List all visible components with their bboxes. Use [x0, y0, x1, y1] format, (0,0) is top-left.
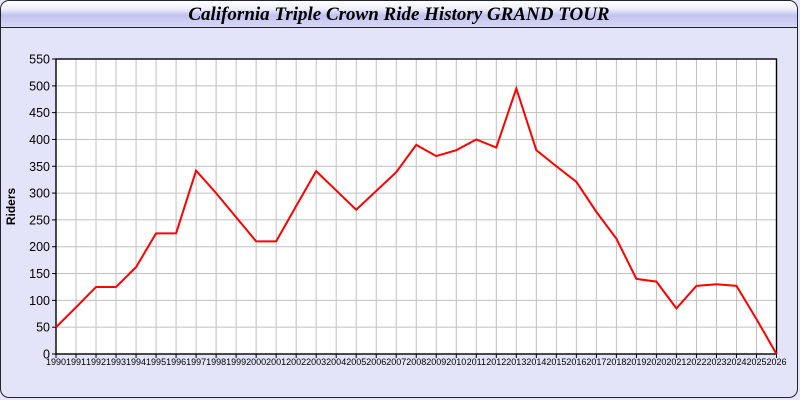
svg-text:1992: 1992 [86, 357, 106, 367]
svg-text:2006: 2006 [366, 357, 386, 367]
svg-text:200: 200 [29, 240, 50, 254]
svg-text:1994: 1994 [126, 357, 146, 367]
svg-text:2014: 2014 [526, 357, 546, 367]
svg-text:1996: 1996 [166, 357, 186, 367]
svg-text:450: 450 [29, 106, 50, 120]
svg-text:2012: 2012 [486, 357, 506, 367]
svg-text:250: 250 [29, 213, 50, 227]
svg-text:2015: 2015 [546, 357, 566, 367]
svg-text:350: 350 [29, 160, 50, 174]
svg-text:2002: 2002 [286, 357, 306, 367]
svg-text:2016: 2016 [566, 357, 586, 367]
svg-text:1993: 1993 [106, 357, 126, 367]
svg-text:1998: 1998 [206, 357, 226, 367]
svg-text:2010: 2010 [446, 357, 466, 367]
svg-text:2024: 2024 [726, 357, 746, 367]
svg-text:2019: 2019 [626, 357, 646, 367]
svg-text:2001: 2001 [266, 357, 286, 367]
svg-text:2021: 2021 [666, 357, 686, 367]
svg-text:2022: 2022 [686, 357, 706, 367]
svg-text:1995: 1995 [146, 357, 166, 367]
svg-text:2017: 2017 [586, 357, 606, 367]
svg-text:150: 150 [29, 267, 50, 281]
svg-text:2026: 2026 [766, 357, 786, 367]
svg-text:100: 100 [29, 294, 50, 308]
svg-text:2007: 2007 [386, 357, 406, 367]
svg-text:400: 400 [29, 133, 50, 147]
svg-text:1999: 1999 [226, 357, 246, 367]
svg-text:2009: 2009 [426, 357, 446, 367]
svg-text:2018: 2018 [606, 357, 626, 367]
svg-text:2008: 2008 [406, 357, 426, 367]
svg-text:550: 550 [29, 53, 50, 67]
svg-text:2023: 2023 [706, 357, 726, 367]
svg-text:2005: 2005 [346, 357, 366, 367]
svg-text:2025: 2025 [746, 357, 766, 367]
svg-text:2003: 2003 [306, 357, 326, 367]
svg-text:Riders: Riders [4, 188, 18, 226]
svg-text:500: 500 [29, 79, 50, 93]
svg-text:300: 300 [29, 187, 50, 201]
svg-text:2004: 2004 [326, 357, 346, 367]
svg-text:2011: 2011 [467, 357, 486, 367]
svg-text:50: 50 [36, 321, 50, 335]
svg-text:2020: 2020 [646, 357, 666, 367]
svg-text:2000: 2000 [246, 357, 266, 367]
svg-text:2013: 2013 [506, 357, 526, 367]
svg-text:1997: 1997 [186, 357, 206, 367]
svg-text:1991: 1991 [66, 357, 86, 367]
svg-text:1990: 1990 [46, 357, 66, 367]
